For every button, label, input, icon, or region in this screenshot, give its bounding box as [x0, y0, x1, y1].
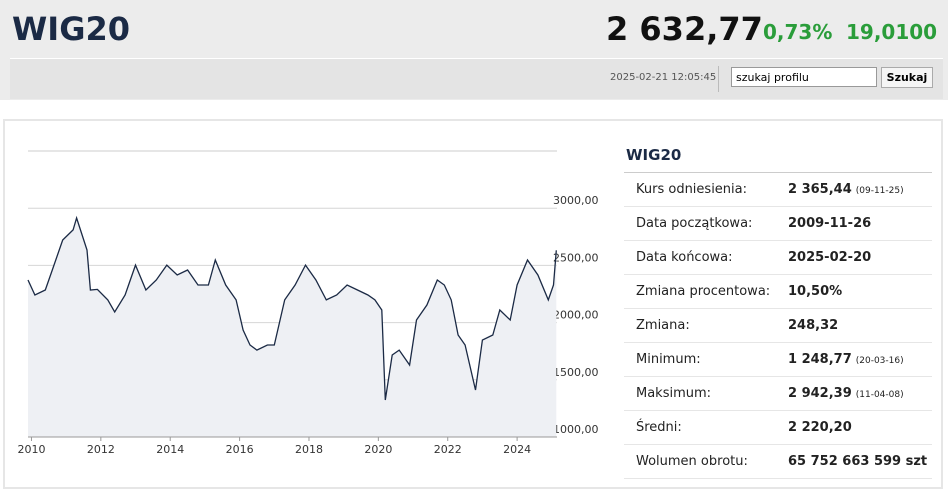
- stat-label: Średni:: [636, 420, 682, 435]
- stats-row: Kurs odniesienia: 2 365,44 (09-11-25): [624, 173, 932, 207]
- chart: 1000,00 1500,00 2000,00 2500,00 3000,00 2010 2…: [17, 150, 599, 456]
- search-button[interactable]: Szukaj: [881, 67, 933, 88]
- stat-value: 2009-11-26: [788, 216, 871, 231]
- stats-table: WIG20 Kurs odniesienia: 2 365,44 (09-11-25…: [624, 140, 932, 479]
- area: [28, 218, 557, 437]
- y-tick-label: 1500,00: [553, 366, 599, 379]
- stat-label: Zmiana:: [636, 318, 690, 333]
- x-tick-label: 2018: [295, 443, 323, 456]
- y-tick-label: 2500,00: [553, 251, 599, 264]
- change-percent: 0,73%: [763, 20, 833, 44]
- stat-label: Kurs odniesienia:: [636, 182, 748, 197]
- stats-row: Data końcowa: 2025-02-20: [624, 241, 932, 275]
- separator: [718, 66, 719, 92]
- stat-label: Data końcowa:: [636, 250, 733, 265]
- stat-value: 1 248,77 (20-03-16): [788, 352, 904, 367]
- stat-label: Minimum:: [636, 352, 701, 367]
- stat-value-text: 65 752 663 599 szt: [788, 454, 928, 469]
- stat-value-text: 2 220,20: [788, 420, 852, 435]
- stats-row: Wolumen obrotu: 65 752 663 599 szt: [624, 445, 932, 479]
- x-tick-label: 2022: [434, 443, 462, 456]
- stat-value: 65 752 663 599 szt: [788, 454, 927, 469]
- stat-label: Maksimum:: [636, 386, 712, 401]
- y-tick-label: 2000,00: [553, 309, 599, 322]
- stat-value-text: 2 365,44: [788, 182, 852, 197]
- stat-label: Zmiana procentowa:: [636, 284, 771, 299]
- stat-value: 10,50%: [788, 284, 842, 299]
- stats-row: Średni: 2 220,20: [624, 411, 932, 445]
- stats-row: Maksimum: 2 942,39 (11-04-08): [624, 377, 932, 411]
- stat-note: (20-03-16): [855, 356, 904, 366]
- stat-value-text: 2 942,39: [788, 386, 852, 401]
- y-tick-label: 3000,00: [553, 194, 599, 207]
- stat-value: 2 942,39 (11-04-08): [788, 386, 904, 401]
- price: 2 632,77: [606, 10, 763, 48]
- stat-value: 2025-02-20: [788, 250, 871, 265]
- stats-title: WIG20: [624, 140, 932, 173]
- x-tick-label: 2024: [503, 443, 531, 456]
- x-tick-label: 2014: [156, 443, 184, 456]
- stat-value-text: 2009-11-26: [788, 216, 872, 231]
- x-tick-label: 2010: [17, 443, 45, 456]
- stats-row: Zmiana: 248,32: [624, 309, 932, 343]
- y-tick-label: 1000,00: [553, 423, 599, 436]
- stat-note: (11-04-08): [855, 390, 904, 400]
- stats-row: Minimum: 1 248,77 (20-03-16): [624, 343, 932, 377]
- x-tick-label: 2020: [364, 443, 392, 456]
- stat-label: Data początkowa:: [636, 216, 753, 231]
- x-tick-label: 2016: [226, 443, 254, 456]
- stat-value-text: 10,50%: [788, 284, 843, 299]
- stat-value: 248,32: [788, 318, 838, 333]
- x-tick-label: 2012: [87, 443, 115, 456]
- change: 19,0100: [846, 20, 938, 44]
- stat-value-text: 248,32: [788, 318, 839, 333]
- stats-row: Data początkowa: 2009-11-26: [624, 207, 932, 241]
- stat-label: Wolumen obrotu:: [636, 454, 748, 469]
- stat-value-text: 2025-02-20: [788, 250, 872, 265]
- stat-value-text: 1 248,77: [788, 352, 852, 367]
- timestamp: 2025-02-21 12:05:45: [610, 72, 717, 83]
- index-title: WIG20: [12, 10, 130, 48]
- price-line: [27, 215, 557, 401]
- stats-row: Zmiana procentowa: 10,50%: [624, 275, 932, 309]
- stat-value: 2 220,20: [788, 420, 852, 435]
- stat-value: 2 365,44 (09-11-25): [788, 182, 904, 197]
- search-input[interactable]: szukaj profilu: [731, 67, 877, 87]
- stat-note: (09-11-25): [855, 186, 904, 196]
